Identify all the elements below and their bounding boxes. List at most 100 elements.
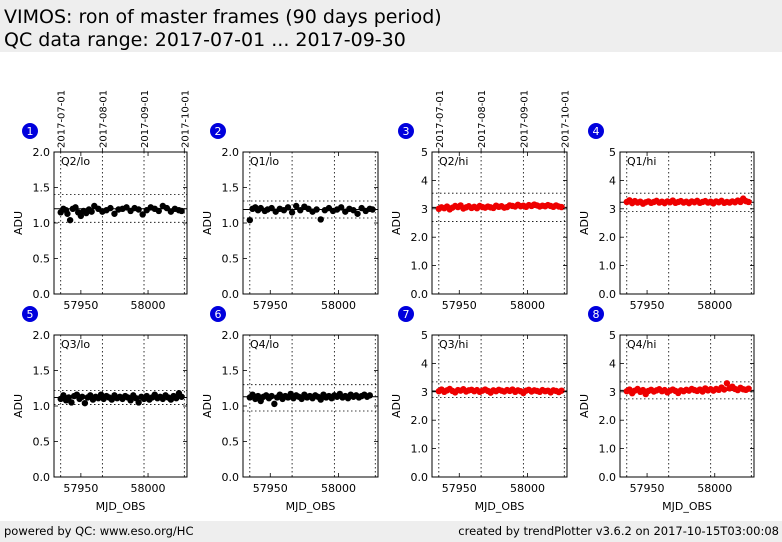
x-tick-label: 58000 (321, 299, 356, 312)
data-point (268, 392, 275, 400)
panel-label: Q2/hi (439, 155, 468, 168)
y-tick-label: 0.5 (222, 436, 240, 449)
y-tick-label: 4 (609, 357, 616, 370)
panel-number: 6 (215, 308, 222, 321)
data-point (135, 399, 142, 406)
date-tick-label: 2017-08-01 (98, 90, 109, 148)
chart-panel-3: 0.0 1.0 2.0 3 4 5 57950 58000 ADU Q2/hi 3 2017-07-0… (390, 90, 571, 312)
x-tick-label: 58000 (510, 482, 545, 495)
data-point (81, 399, 89, 407)
y-tick-label: 0.5 (33, 436, 51, 449)
panel-number: 2 (215, 125, 222, 138)
x-tick-label: 57950 (442, 299, 477, 312)
chart-panel-6: 0.0 0.5 1.0 1.5 2.0 57950 58000 ADU MJD_OBS Q4/lo… (201, 306, 379, 513)
data-point (178, 207, 185, 215)
panel-label: Q1/hi (627, 155, 656, 168)
data-point (745, 198, 752, 206)
data-point (246, 216, 254, 224)
data-point (337, 204, 345, 211)
y-tick-label: 5 (421, 329, 428, 342)
x-tick-label: 58000 (131, 299, 166, 312)
plot-frame (619, 334, 755, 478)
y-tick-label: 3 (609, 203, 616, 216)
plot-grid: 0.0 0.5 1.0 1.5 2.0 57950 58000 ADU Q2/lo 1 2017-0… (12, 90, 755, 513)
x-tick-label: 57950 (630, 299, 665, 312)
data-point (65, 394, 72, 401)
data-point (369, 206, 376, 213)
plot-area (432, 335, 567, 477)
footer-credit: powered by QC: www.eso.org/HC (4, 524, 194, 538)
y-axis-label: ADU (390, 211, 403, 235)
plot-area (432, 152, 567, 294)
x-axis-label: MJD_OBS (96, 500, 146, 513)
date-tick-label: 2017-09-01 (519, 90, 530, 148)
y-tick-label: 5 (609, 329, 616, 342)
data-point (111, 210, 118, 217)
data-point (60, 392, 67, 399)
data-point (135, 206, 142, 213)
x-tick-label: 58000 (697, 299, 732, 312)
y-tick-label: 4 (421, 174, 428, 187)
y-tick-label: 5 (421, 146, 428, 159)
data-point (173, 394, 180, 402)
y-tick-label: 3 (421, 203, 428, 216)
y-tick-label: 0.0 (222, 471, 240, 484)
data-point (284, 204, 292, 211)
page-footer: powered by QC: www.eso.org/HC created by… (0, 521, 782, 542)
plot-area (243, 335, 378, 477)
panel-number-badge (22, 306, 38, 322)
date-tick-label: 2017-10-01 (560, 90, 571, 148)
x-tick-label: 57950 (253, 482, 288, 495)
date-tick-label: 2017-08-01 (477, 90, 488, 148)
data-point (127, 397, 134, 404)
date-tick-label: 2017-09-01 (140, 90, 151, 148)
plot-frame (619, 151, 755, 295)
y-tick-label: 2.0 (411, 414, 429, 427)
panel-number: 3 (403, 125, 410, 138)
data-point (271, 400, 278, 408)
panel-number-badge (210, 306, 226, 322)
data-point (178, 393, 185, 400)
plot-frame (431, 151, 568, 295)
panel-label: Q4/lo (250, 338, 279, 351)
data-point (254, 392, 262, 400)
y-tick-label: 1.5 (222, 182, 240, 195)
y-tick-label: 2.0 (33, 146, 51, 159)
y-axis-label: ADU (201, 394, 214, 418)
x-tick-label: 58000 (131, 482, 166, 495)
plot-frame (431, 334, 568, 478)
y-axis-label: ADU (578, 211, 591, 235)
x-tick-label: 58000 (510, 299, 545, 312)
panel-number: 4 (593, 125, 600, 138)
data-point (745, 385, 752, 392)
panel-number: 5 (27, 308, 34, 321)
panel-label: Q4/hi (627, 338, 656, 351)
data-point (354, 210, 361, 217)
panel-number: 8 (593, 308, 600, 321)
y-tick-label: 4 (421, 357, 428, 370)
y-tick-label: 1.0 (599, 443, 617, 456)
y-tick-label: 2.0 (222, 329, 240, 342)
panel-label: Q1/lo (250, 155, 279, 168)
x-tick-label: 58000 (697, 482, 732, 495)
panel-number-badge (398, 123, 414, 139)
x-tick-label: 57950 (253, 299, 288, 312)
panel-number: 7 (403, 308, 410, 321)
y-tick-label: 3 (609, 386, 616, 399)
y-tick-label: 0.0 (411, 288, 429, 301)
y-tick-label: 0.0 (222, 288, 240, 301)
plot-area (243, 152, 378, 294)
page-title: VIMOS: ron of master frames (90 days per… (4, 6, 442, 28)
panel-number-badge (398, 306, 414, 322)
panel-label: Q2/lo (61, 155, 90, 168)
data-point (88, 208, 95, 215)
y-tick-label: 0.0 (33, 288, 51, 301)
y-tick-label: 5 (609, 146, 616, 159)
plot-area (620, 335, 754, 477)
data-point (64, 210, 71, 217)
y-tick-label: 2.0 (411, 231, 429, 244)
date-tick-label: 2017-10-01 (180, 90, 191, 148)
panel-number-badge (22, 123, 38, 139)
page-subtitle: QC data range: 2017-07-01 ... 2017-09-30 (4, 29, 406, 51)
panel-label: Q3/lo (61, 338, 90, 351)
